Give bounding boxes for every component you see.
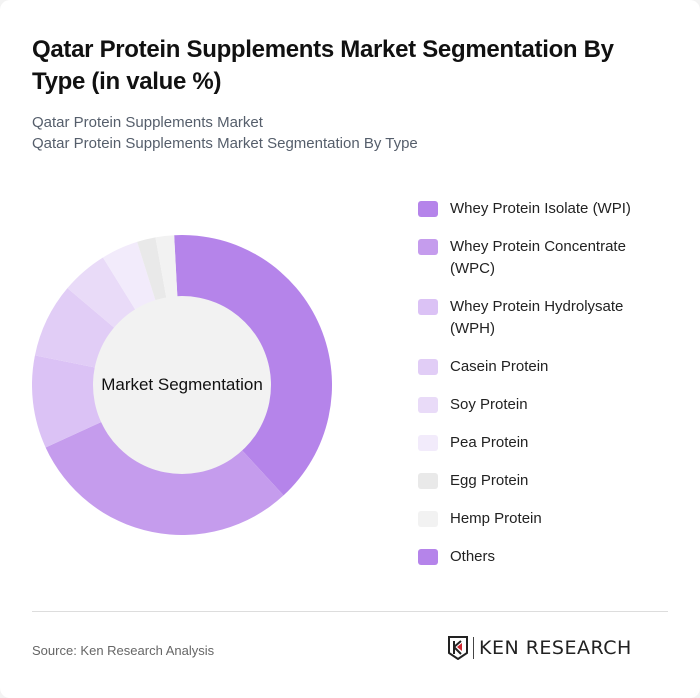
- ken-research-logo: KEN RESEARCH: [448, 636, 632, 660]
- legend-swatch: [418, 239, 438, 255]
- ken-logo-icon: [448, 636, 468, 660]
- footer-divider: [32, 611, 668, 612]
- donut-center-label: Market Segmentation: [93, 296, 271, 474]
- legend-label: Others: [450, 548, 496, 565]
- legend-swatch: [418, 201, 438, 217]
- legend-label: Whey Protein Isolate (WPI): [450, 200, 631, 217]
- legend-label: Soy Protein: [450, 396, 528, 413]
- legend-item[interactable]: Casein Protein: [418, 356, 678, 378]
- legend-label: Casein Protein: [450, 358, 549, 375]
- legend-swatch: [418, 511, 438, 527]
- legend-swatch: [418, 299, 438, 315]
- legend-label: Whey Protein Hydrolysate (WPH): [450, 298, 624, 337]
- legend-swatch: [418, 359, 438, 375]
- chart-legend: Whey Protein Isolate (WPI) Whey Protein C…: [418, 198, 678, 584]
- chart-title: Qatar Protein Supplements Market Segment…: [32, 36, 614, 95]
- legend-item[interactable]: Whey Protein Concentrate (WPC): [418, 236, 678, 280]
- legend-item[interactable]: Hemp Protein: [418, 508, 678, 530]
- legend-swatch: [418, 397, 438, 413]
- legend-swatch: [418, 473, 438, 489]
- legend-label: Hemp Protein: [450, 510, 542, 527]
- legend-item[interactable]: Whey Protein Isolate (WPI): [418, 198, 678, 220]
- logo-text: KEN RESEARCH: [479, 637, 632, 659]
- legend-item[interactable]: Egg Protein: [418, 470, 678, 492]
- legend-label: Whey Protein Concentrate (WPC): [450, 238, 626, 277]
- legend-item[interactable]: Pea Protein: [418, 432, 678, 454]
- chart-subtitle-segment: Qatar Protein Supplements Market Segment…: [32, 135, 418, 152]
- legend-item[interactable]: Whey Protein Hydrolysate (WPH): [418, 296, 678, 340]
- legend-swatch: [418, 549, 438, 565]
- legend-label: Pea Protein: [450, 434, 529, 451]
- legend-item[interactable]: Soy Protein: [418, 394, 678, 416]
- legend-item[interactable]: Others: [418, 546, 678, 568]
- logo-separator: [473, 637, 474, 659]
- legend-label: Egg Protein: [450, 472, 529, 489]
- legend-swatch: [418, 435, 438, 451]
- chart-subtitle-market: Qatar Protein Supplements Market: [32, 114, 263, 131]
- source-note: Source: Ken Research Analysis: [32, 643, 215, 658]
